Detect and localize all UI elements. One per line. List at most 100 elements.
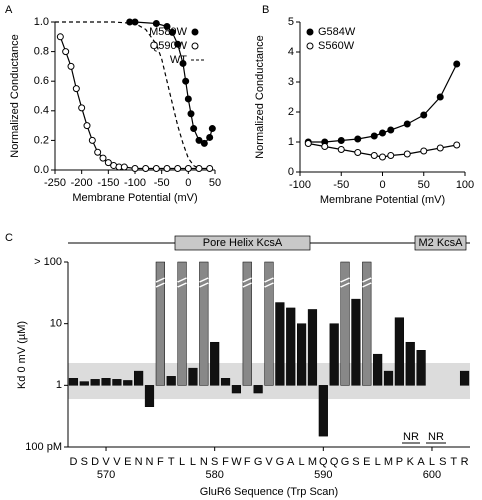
y-tick-label: 5 <box>288 16 294 28</box>
nr-label: NR <box>428 431 444 443</box>
data-point <box>94 148 102 156</box>
data-point <box>379 129 386 137</box>
category-label: W <box>231 456 242 468</box>
data-point <box>370 152 378 159</box>
bar <box>253 385 263 394</box>
data-point <box>453 60 461 68</box>
data-point <box>88 136 96 144</box>
data-point <box>304 140 312 147</box>
data-point <box>420 111 428 119</box>
legend-marker <box>306 42 314 50</box>
category-label: K <box>407 456 415 468</box>
category-label: T <box>168 456 175 468</box>
category-label: P <box>396 456 403 468</box>
legend-label: S560W <box>318 40 355 52</box>
category-label: L <box>190 456 196 468</box>
bar <box>199 261 209 386</box>
data-point <box>142 165 150 173</box>
bar <box>231 385 242 394</box>
x-tick-label: -50 <box>333 179 349 191</box>
bar <box>166 376 176 386</box>
y-tick-label: 0.8 <box>34 46 49 58</box>
data-point <box>99 154 107 162</box>
category-label: M <box>308 456 317 468</box>
category-label: N <box>200 456 208 468</box>
y-tick-label: 0 <box>288 166 294 178</box>
x-tick-label: 0 <box>379 179 385 191</box>
bar <box>68 378 79 386</box>
axis-break <box>362 282 372 288</box>
axis-break <box>199 282 209 288</box>
y-tick-label: 3 <box>288 76 294 88</box>
legend-marker <box>306 28 314 36</box>
bar <box>307 309 318 386</box>
category-label: M <box>384 456 393 468</box>
x-tick-label: -150 <box>97 177 119 189</box>
data-point <box>206 133 214 141</box>
category-label: F <box>222 456 229 468</box>
y-tick-label: > 100 <box>34 256 62 268</box>
category-label: D <box>69 456 77 468</box>
panel-label: B <box>262 4 269 16</box>
bar <box>275 302 285 386</box>
data-point <box>168 28 176 36</box>
bar <box>123 380 133 386</box>
data-point <box>174 40 182 48</box>
bar <box>329 323 339 386</box>
axis-break <box>362 277 372 283</box>
data-point <box>56 33 64 41</box>
y-axis-label: Normalized Conductance <box>254 35 266 159</box>
x-axis-label: GluR6 Sequence (Trp Scan) <box>200 486 338 498</box>
x-tick-label: -250 <box>44 177 66 189</box>
category-label: S <box>211 456 218 468</box>
category-label: E <box>363 456 370 468</box>
axis-break <box>199 277 209 283</box>
bar <box>459 370 470 386</box>
data-point <box>403 150 411 158</box>
axis-break <box>177 277 187 283</box>
bar <box>101 378 111 386</box>
bar <box>220 378 231 386</box>
y-tick-label: 1 <box>56 379 62 391</box>
data-point <box>163 22 171 30</box>
x-axis-label: Membrane Potential (mV) <box>320 194 445 206</box>
nr-label: NR <box>403 431 419 443</box>
x-tick-label: 570 <box>97 469 115 481</box>
category-label: N <box>146 456 154 468</box>
axis-break <box>340 282 350 288</box>
data-point <box>379 153 386 161</box>
data-point <box>187 110 195 118</box>
data-point <box>208 125 216 133</box>
data-point <box>195 136 203 144</box>
category-label: E <box>124 456 131 468</box>
bar <box>296 323 307 386</box>
category-label: V <box>113 456 121 468</box>
bar <box>134 370 144 386</box>
category-label: F <box>244 456 251 468</box>
y-tick-label: 2 <box>288 106 294 118</box>
bar <box>155 261 165 386</box>
category-label: L <box>375 456 381 468</box>
category-label: G <box>254 456 263 468</box>
category-label: A <box>287 456 295 468</box>
y-axis-label: Kd 0 mV (µM) <box>16 321 28 389</box>
data-point <box>152 165 160 173</box>
category-label: Q <box>330 456 339 468</box>
y-tick-label: 100 pM <box>25 441 62 453</box>
x-tick-label: 50 <box>209 177 221 189</box>
data-point <box>62 48 70 56</box>
bar <box>79 381 89 386</box>
y-tick-label: 0.4 <box>34 105 49 117</box>
category-label: Q <box>319 456 328 468</box>
legend-label: WT <box>170 54 187 66</box>
legend-marker <box>191 42 199 50</box>
data-point <box>354 135 362 143</box>
category-label: S <box>439 456 446 468</box>
bar <box>383 370 394 386</box>
bar <box>112 379 122 386</box>
structure-box <box>174 235 311 251</box>
category-label: R <box>461 456 469 468</box>
bar <box>405 341 415 386</box>
axis-break <box>155 282 166 288</box>
data-point <box>184 95 192 103</box>
